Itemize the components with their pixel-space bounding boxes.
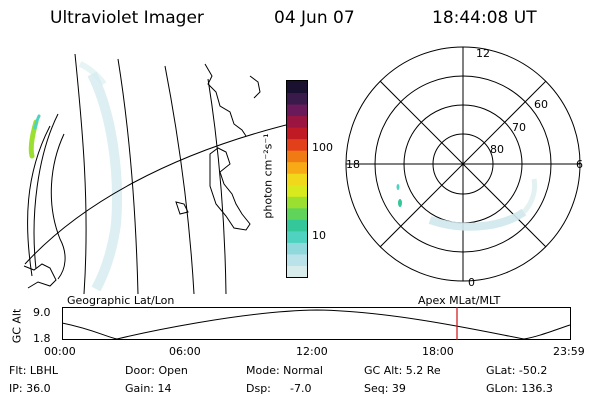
apex-label: Apex MLat/MLT — [418, 294, 501, 307]
polar-diagonal — [379, 80, 547, 248]
colorbar-tick-10: 10 — [312, 229, 326, 242]
time-tick-18: 18:00 — [422, 345, 454, 358]
coastline — [204, 63, 247, 137]
gc-alt-axis-label: GC Alt — [10, 308, 24, 344]
time-tick-06: 06:00 — [169, 345, 201, 358]
mlat-label-60: 60 — [534, 98, 548, 111]
colorbar-segment — [287, 242, 307, 255]
gc-alt-tick-low: 1.8 — [33, 332, 51, 345]
coastline — [175, 201, 189, 215]
colorbar-segment — [287, 184, 307, 197]
meridian-line — [164, 65, 195, 294]
time-tick-00: 00:00 — [44, 345, 76, 358]
colorbar-segment — [287, 196, 307, 209]
colorbar-segment — [287, 219, 307, 232]
instrument-title: Ultraviolet Imager — [50, 8, 204, 28]
colorbar-segment — [287, 230, 307, 243]
limb-curve — [33, 113, 59, 270]
colorbar-segment — [287, 161, 307, 174]
colorbar-segment — [287, 104, 307, 117]
colorbar-segment — [287, 265, 307, 277]
door-status: Door: Open — [125, 364, 188, 377]
mlt-label-0: 0 — [468, 276, 475, 289]
time-tick-12: 12:00 — [296, 345, 328, 358]
mlat-label-70: 70 — [512, 121, 526, 134]
polar-aurora-oval — [428, 208, 527, 231]
coastline — [209, 147, 251, 231]
dsp-value: -7.0 — [290, 382, 312, 395]
colorbar-unit-label: photon cm⁻²s⁻¹ — [261, 133, 275, 219]
dsp-label: Dsp: — [246, 382, 271, 395]
time-tick-2359: 23:59 — [553, 345, 585, 358]
colorbar — [286, 80, 308, 278]
latitude-line — [24, 123, 290, 265]
mlt-label-6: 6 — [576, 158, 583, 171]
meridian-line — [207, 78, 227, 294]
colorbar-segment — [287, 92, 307, 105]
gc-alt-tick-high: 9.0 — [33, 306, 51, 319]
altitude-strip — [62, 307, 571, 340]
time-label: 18:44:08 UT — [432, 8, 537, 28]
mlt-label-18: 18 — [346, 158, 360, 171]
ip-status: IP: 36.0 — [9, 382, 51, 395]
colorbar-segment — [287, 138, 307, 151]
glat-status: GLat: -50.2 — [486, 364, 548, 377]
gain-status: Gain: 14 — [125, 382, 172, 395]
meridian-line — [74, 54, 87, 294]
colorbar-segment — [287, 207, 307, 220]
colorbar-segment — [287, 253, 307, 266]
date-label: 04 Jun 07 — [274, 8, 355, 28]
polar-plot — [345, 46, 581, 282]
colorbar-segment — [287, 173, 307, 186]
meridian-line — [117, 58, 139, 294]
altitude-curve — [62, 309, 571, 340]
polar-aurora-spot — [396, 184, 400, 190]
colorbar-segment — [287, 127, 307, 140]
seq-status: Seq: 39 — [364, 382, 406, 395]
colorbar-segment — [287, 115, 307, 128]
geographic-label: Geographic Lat/Lon — [67, 294, 175, 307]
altitude-strip-frame — [62, 307, 571, 340]
limb-curve — [50, 133, 66, 280]
colorbar-segment — [287, 81, 307, 94]
mlt-label-12: 12 — [476, 47, 490, 60]
colorbar-segment — [287, 150, 307, 163]
filter-status: Flt: LBHL — [9, 364, 58, 377]
coastline — [23, 263, 57, 289]
mlat-label-80: 80 — [490, 143, 504, 156]
colorbar-tick-100: 100 — [312, 141, 333, 154]
polar-aurora-spot — [398, 199, 402, 207]
coastline — [249, 75, 261, 99]
limb-curve — [27, 125, 51, 277]
geographic-map — [23, 54, 290, 294]
gc-alt-status: GC Alt: 5.2 Re — [364, 364, 441, 377]
mode-status: Mode: Normal — [246, 364, 323, 377]
glon-status: GLon: 136.3 — [486, 382, 553, 395]
aurora-glow — [87, 71, 122, 292]
